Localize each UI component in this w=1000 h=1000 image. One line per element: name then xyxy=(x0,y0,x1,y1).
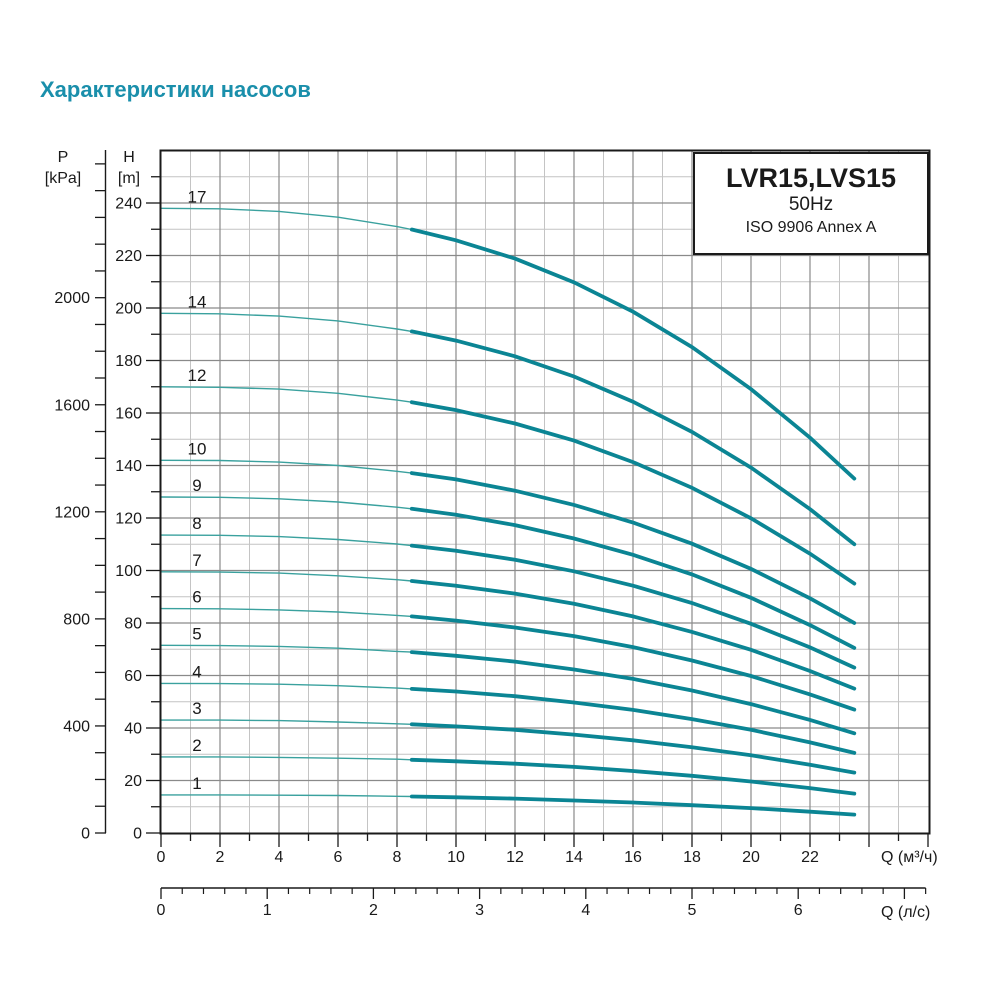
flow-m3h-tick-label: 8 xyxy=(393,849,402,866)
curve-stage-label: 3 xyxy=(192,699,201,718)
pump-frequency: 50Hz xyxy=(788,194,834,215)
pump-curve-9-stages-thin xyxy=(160,496,412,510)
flow-ls-tick-label: 3 xyxy=(475,902,484,919)
flow-m3h-tick-label: 4 xyxy=(275,849,284,866)
pump-curve-14-stages-thin xyxy=(160,312,412,333)
pump-curve-6-stages-thin xyxy=(160,607,412,618)
curve-stage-label: 5 xyxy=(192,624,201,643)
head-tick-label: 60 xyxy=(124,668,142,685)
flow-m3h-tick-label: 22 xyxy=(801,849,819,866)
pump-curve-7-stages xyxy=(409,579,857,691)
head-tick-label: 160 xyxy=(115,406,142,423)
head-axis-name: H xyxy=(123,149,135,166)
flow-ls-tick-label: 1 xyxy=(263,902,272,919)
pump-curve-8-stages-thin xyxy=(160,534,412,547)
head-tick-label: 240 xyxy=(115,196,142,213)
pump-curve-9-stages xyxy=(409,506,857,650)
pump-curve-5-stages xyxy=(409,650,857,736)
pump-curve-12-stages-thin xyxy=(160,386,412,403)
curve-stage-label: 9 xyxy=(192,476,201,495)
pump-curve-8-stages xyxy=(409,543,857,670)
head-tick-label: 100 xyxy=(115,563,142,580)
pressure-axis-unit: [kPa] xyxy=(44,170,82,187)
pressure-tick-label: 0 xyxy=(81,826,90,843)
pressure-axis-header: P [kPa] xyxy=(38,147,88,189)
pressure-tick-label: 2000 xyxy=(54,290,90,307)
flow-ls-tick-label: 4 xyxy=(581,902,590,919)
pump-standard: ISO 9906 Annex A xyxy=(745,219,877,236)
curve-stage-label: 10 xyxy=(188,439,207,458)
head-tick-label: 40 xyxy=(124,721,142,738)
pump-curve-5-stages-thin xyxy=(160,644,412,653)
pump-curve-2-stages-thin xyxy=(161,756,412,761)
page-title: Характеристики насосов xyxy=(40,76,311,102)
head-tick-label: 200 xyxy=(115,301,142,318)
curve-stage-label: 12 xyxy=(188,366,207,385)
pressure-axis-name: P xyxy=(57,149,69,166)
flow-m3h-tick-label: 18 xyxy=(683,849,701,866)
flow-ls-tick-label: 6 xyxy=(794,902,803,919)
curve-stage-label: 1 xyxy=(192,774,201,793)
pump-curve-7-stages-thin xyxy=(160,571,412,582)
pump-curve-4-stages-thin xyxy=(160,682,412,690)
head-tick-label: 120 xyxy=(115,511,142,528)
pump-curve-3-stages-thin xyxy=(161,719,412,725)
flow-m3h-tick-label: 10 xyxy=(447,849,465,866)
curve-stage-label: 6 xyxy=(192,588,201,607)
head-tick-label: 20 xyxy=(124,773,142,790)
curve-stage-label: 8 xyxy=(192,514,201,533)
flow-m3h-tick-label: 20 xyxy=(742,849,760,866)
head-tick-label: 80 xyxy=(124,616,142,633)
head-tick-label: 0 xyxy=(133,826,142,843)
head-axis-unit: [m] xyxy=(117,170,141,187)
flow-m3h-tick-label: 16 xyxy=(624,849,642,866)
flow-m3h-tick-label: 0 xyxy=(157,849,166,866)
pump-curve-14-stages xyxy=(409,329,857,547)
flow-ls-tick-label: 2 xyxy=(369,902,378,919)
pump-curve-12-stages xyxy=(409,400,857,586)
flow-m3h-tick-label: 6 xyxy=(334,849,343,866)
pressure-tick-label: 400 xyxy=(63,718,90,735)
pump-curve-10-stages-thin xyxy=(160,459,412,474)
pump-curve-6-stages xyxy=(409,614,857,712)
pump-model: LVR15,LVS15 xyxy=(725,163,897,193)
pump-curve-3-stages xyxy=(409,722,857,775)
flow-m3h-tick-label: 14 xyxy=(565,849,583,866)
pump-curve-1-stages-thin xyxy=(161,794,412,798)
flow-m3h-axis-label: Q (м³/ч) xyxy=(881,849,938,866)
pump-curve-10-stages xyxy=(409,471,857,625)
flow-ls-axis-label: Q (л/с) xyxy=(881,904,931,921)
flow-m3h-tick-label: 2 xyxy=(216,849,225,866)
head-tick-label: 140 xyxy=(115,458,142,475)
curve-stage-label: 7 xyxy=(192,551,201,570)
pressure-tick-label: 1200 xyxy=(54,504,90,521)
pressure-tick-label: 800 xyxy=(63,611,90,628)
flow-ls-tick-label: 5 xyxy=(688,902,697,919)
head-tick-label: 220 xyxy=(115,248,142,265)
pump-curve-4-stages xyxy=(409,687,857,755)
curve-stage-label: 2 xyxy=(192,736,201,755)
curve-stage-label: 17 xyxy=(188,187,207,206)
flow-ls-tick-label: 0 xyxy=(157,902,166,919)
chart-legend-box: LVR15,LVS15 50Hz ISO 9906 Annex A xyxy=(693,152,929,255)
curve-stage-label: 14 xyxy=(188,292,207,311)
head-tick-label: 180 xyxy=(115,353,142,370)
pump-curve-1-stages xyxy=(409,794,857,817)
pressure-tick-label: 1600 xyxy=(54,397,90,414)
pump-curve-17-stages-thin xyxy=(160,207,412,231)
pump-curve-17-stages xyxy=(409,227,857,481)
flow-m3h-tick-label: 12 xyxy=(506,849,524,866)
pump-curve-2-stages xyxy=(409,757,857,796)
head-axis-header: H [m] xyxy=(104,147,154,189)
curve-stage-label: 4 xyxy=(192,662,201,681)
